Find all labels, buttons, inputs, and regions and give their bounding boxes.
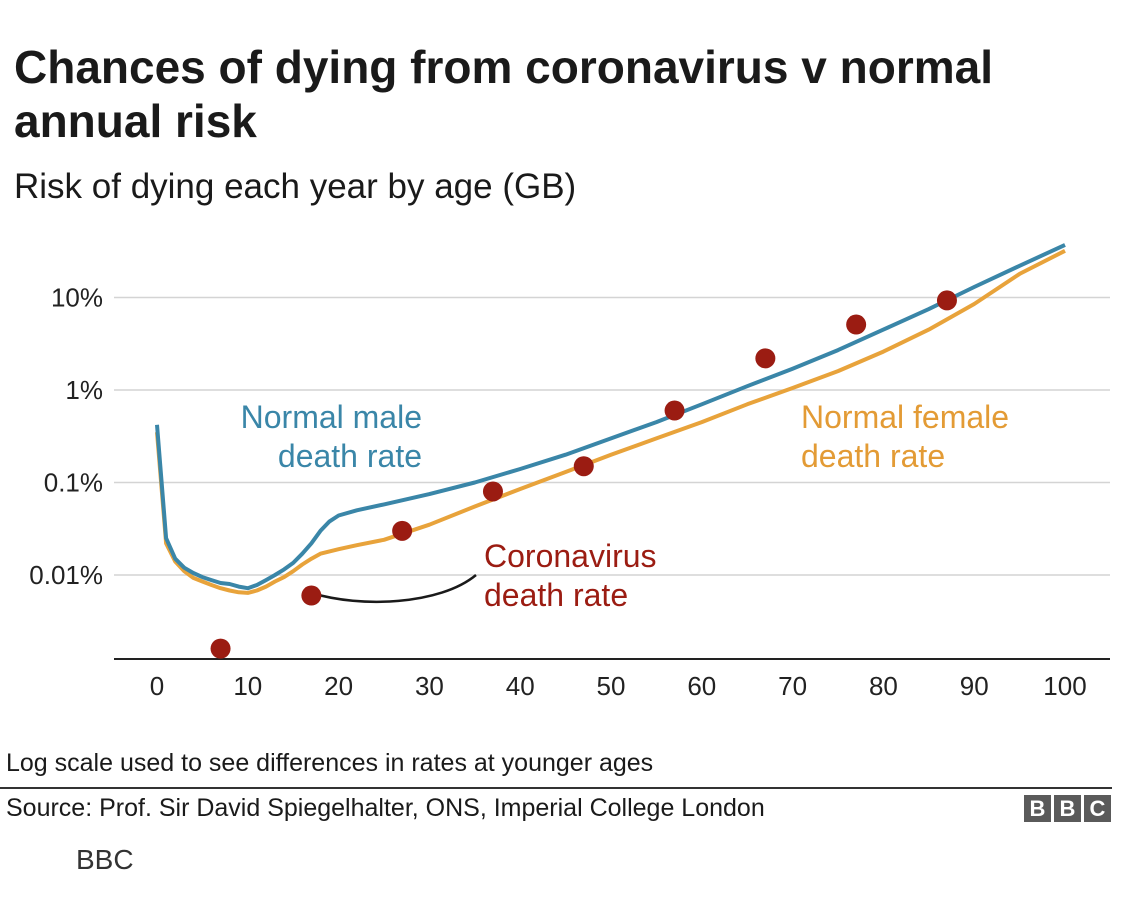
y-tick-label: 0.01%: [29, 560, 103, 590]
bbc-logo: B B C: [1024, 795, 1111, 822]
y-tick-label: 0.1%: [44, 468, 103, 498]
coronavirus-point: [482, 481, 503, 502]
female-label-line2: death rate: [801, 438, 945, 474]
female-death-rate-line: [155, 249, 1066, 595]
female-label-line1: Normal female: [801, 399, 1009, 435]
male-label-line1: Normal male: [241, 399, 422, 435]
male-label-line2: death rate: [278, 438, 422, 474]
x-tick-label: 80: [869, 671, 898, 701]
y-tick-label: 10%: [51, 283, 103, 313]
x-tick-label: 70: [778, 671, 807, 701]
chart-subtitle: Risk of dying each year by age (GB): [14, 167, 577, 206]
coronavirus-point: [573, 456, 594, 477]
male-death-rate-line: [155, 243, 1066, 591]
scale-note: Log scale used to see differences in rat…: [6, 749, 654, 777]
source-divider: [0, 787, 1112, 789]
bbc-logo-letter: B: [1054, 795, 1081, 822]
x-tick-label: 20: [324, 671, 353, 701]
x-tick-label: 10: [233, 671, 262, 701]
bbc-logo-letter: B: [1024, 795, 1051, 822]
source-text: Source: Prof. Sir David Spiegelhalter, O…: [6, 794, 765, 822]
coronavirus-point: [846, 314, 867, 335]
coronavirus-point: [936, 290, 957, 311]
coronavirus-leader-line: [311, 574, 477, 604]
image-credit: BBC: [76, 844, 134, 875]
y-tick-label: 1%: [65, 375, 103, 405]
coronavirus-point: [664, 400, 685, 421]
y-axis-labels: 10% 1% 0.1% 0.01%: [29, 283, 103, 591]
chart: 10% 1% 0.1% 0.01% 0 10 20 30 40 50 60 70 80 90 100 No…: [29, 243, 1110, 701]
coronavirus-point: [392, 520, 413, 541]
x-tick-label: 60: [687, 671, 716, 701]
series-lines: [155, 243, 1066, 595]
corona-label-line2: death rate: [484, 577, 628, 613]
bbc-logo-letter: C: [1084, 795, 1111, 822]
x-tick-label: 40: [506, 671, 535, 701]
corona-label-line1: Coronavirus: [484, 538, 657, 574]
x-tick-label: 100: [1043, 671, 1086, 701]
coronavirus-point: [210, 638, 231, 659]
x-tick-label: 50: [597, 671, 626, 701]
x-tick-label: 90: [960, 671, 989, 701]
x-tick-label: 30: [415, 671, 444, 701]
x-axis-labels: 0 10 20 30 40 50 60 70 80 90 100: [150, 671, 1087, 701]
coronavirus-point: [755, 348, 776, 369]
chart-title: Chances of dying from coronavirus v norm…: [14, 41, 993, 147]
x-tick-label: 0: [150, 671, 164, 701]
coronavirus-points: [210, 290, 957, 659]
coronavirus-point: [301, 585, 322, 606]
